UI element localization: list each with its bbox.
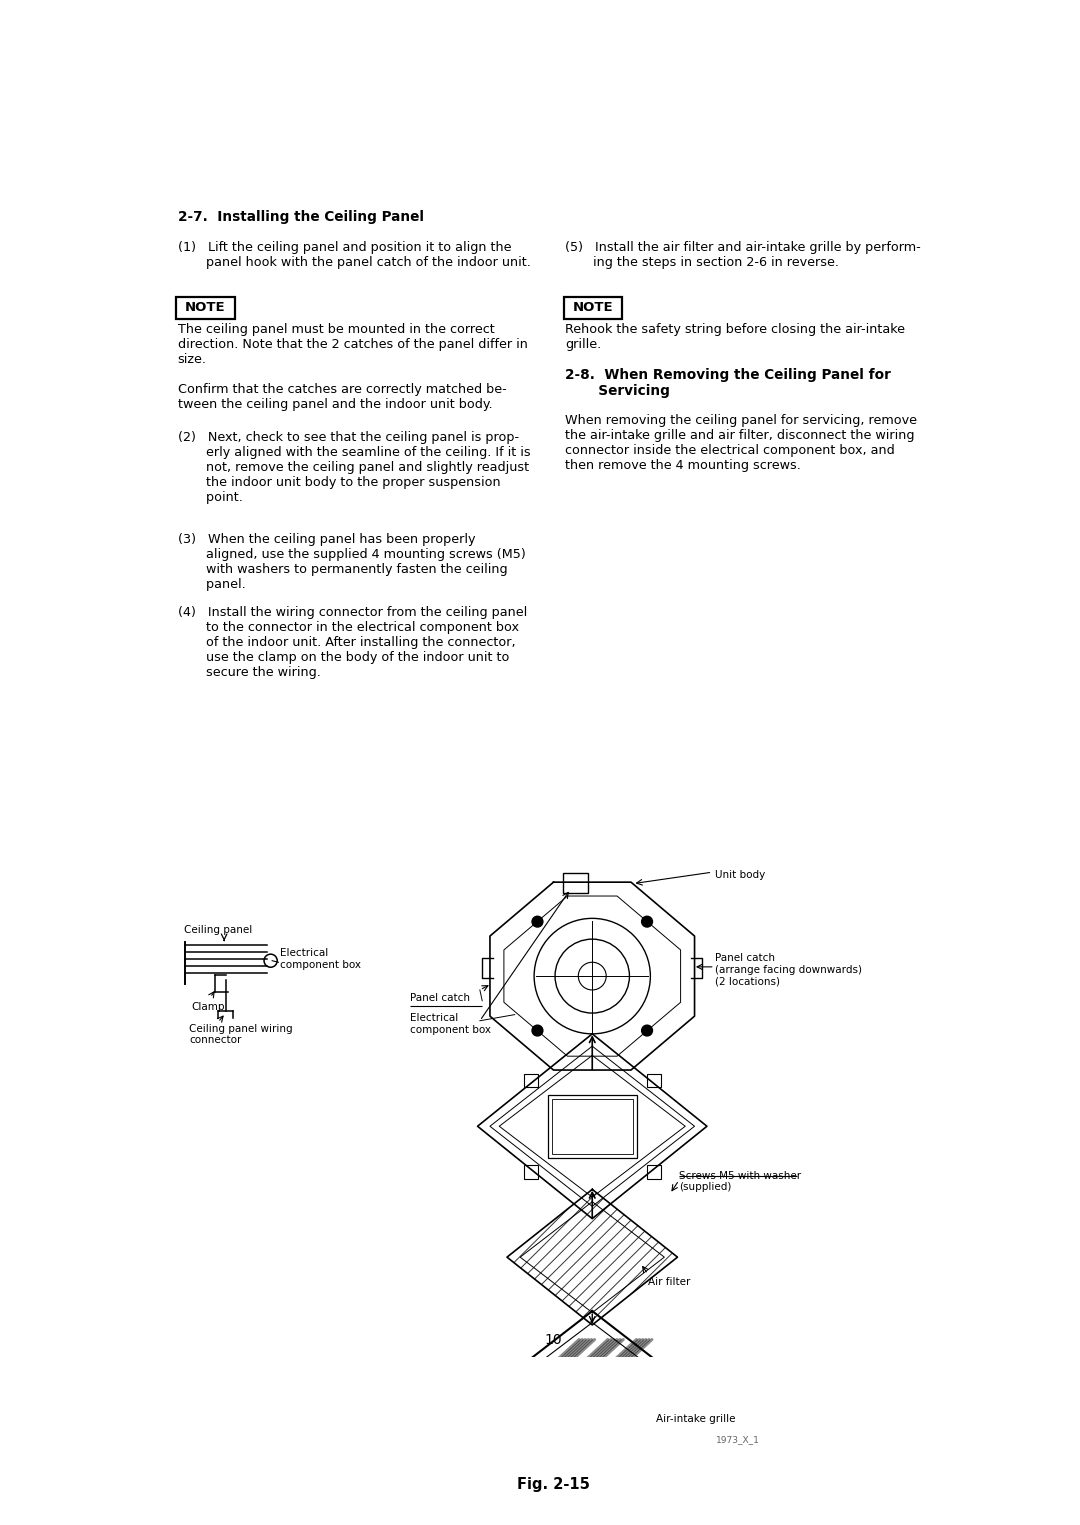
Text: (2)   Next, check to see that the ceiling panel is prop-
       erly aligned wit: (2) Next, check to see that the ceiling … [177, 432, 530, 503]
Circle shape [642, 917, 652, 927]
Text: 10: 10 [544, 1333, 563, 1347]
Text: (3)   When the ceiling panel has been properly
       aligned, use the supplied : (3) When the ceiling panel has been prop… [177, 532, 525, 590]
Text: Electrical
component box: Electrical component box [280, 949, 361, 970]
Text: Unit body: Unit body [715, 869, 765, 880]
Text: 2-7.  Installing the Ceiling Panel: 2-7. Installing the Ceiling Panel [177, 210, 423, 224]
Text: Ceiling panel wiring
connector: Ceiling panel wiring connector [189, 1023, 293, 1046]
Bar [647, 1165, 661, 1179]
Text: Fig. 2-15: Fig. 2-15 [517, 1476, 590, 1491]
FancyBboxPatch shape [564, 297, 622, 319]
Text: Panel catch
(arrange facing downwards)
(2 locations): Panel catch (arrange facing downwards) (… [715, 953, 862, 987]
Text: 1973_X_1: 1973_X_1 [716, 1435, 760, 1444]
Text: Air-intake grille: Air-intake grille [656, 1414, 735, 1424]
Bar [548, 1095, 637, 1157]
Text: Electrical
component box: Electrical component box [410, 1013, 491, 1034]
Text: Screws M5 with washer
(supplied): Screws M5 with washer (supplied) [679, 1171, 801, 1193]
Text: Air filter: Air filter [648, 1276, 690, 1287]
Circle shape [642, 1025, 652, 1035]
Text: Clamp: Clamp [191, 1002, 225, 1011]
Text: NOTE: NOTE [572, 302, 613, 314]
Text: (5)   Install the air filter and air-intake grille by perform-
       ing the st: (5) Install the air filter and air-intak… [565, 241, 921, 268]
Circle shape [532, 917, 543, 927]
Bar [552, 1098, 633, 1154]
Text: Panel catch: Panel catch [410, 993, 470, 1003]
Bar [563, 872, 588, 894]
Text: (1)   Lift the ceiling panel and position it to align the
       panel hook with: (1) Lift the ceiling panel and position … [177, 241, 530, 268]
Bar [524, 1165, 538, 1179]
Text: (4)   Install the wiring connector from the ceiling panel
       to the connecto: (4) Install the wiring connector from th… [177, 605, 527, 679]
Text: The ceiling panel must be mounted in the correct
direction. Note that the 2 catc: The ceiling panel must be mounted in the… [177, 323, 527, 412]
Text: Rehook the safety string before closing the air-intake
grille.: Rehook the safety string before closing … [565, 323, 905, 351]
Text: 2-8.  When Removing the Ceiling Panel for
       Servicing: 2-8. When Removing the Ceiling Panel for… [565, 368, 891, 398]
Text: When removing the ceiling panel for servicing, remove
the air-intake grille and : When removing the ceiling panel for serv… [565, 413, 917, 473]
Text: Ceiling panel: Ceiling panel [184, 926, 252, 935]
Bar [524, 1074, 538, 1087]
Text: NOTE: NOTE [185, 302, 226, 314]
Bar [647, 1074, 661, 1087]
Circle shape [532, 1025, 543, 1035]
FancyBboxPatch shape [176, 297, 235, 319]
